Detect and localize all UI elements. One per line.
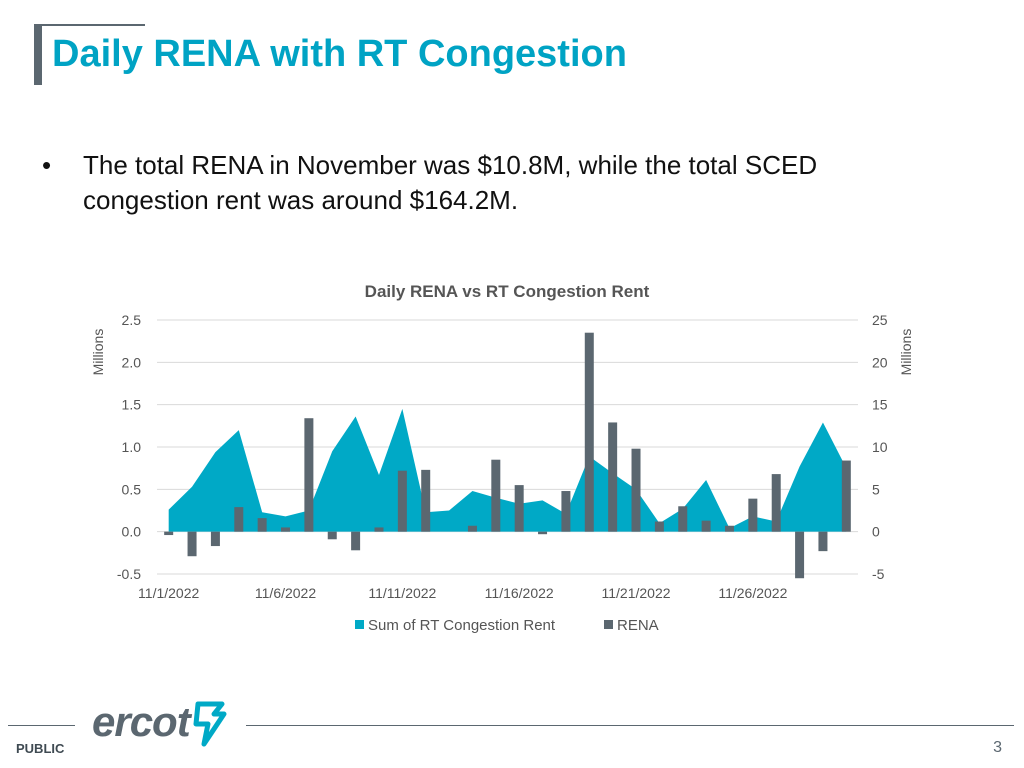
ercot-logo: ercot <box>92 698 232 752</box>
page-number: 3 <box>993 739 1002 756</box>
rena-bar <box>561 491 571 532</box>
axis-labels: 2.5 25 2.0 20 1.5 15 1.0 10 0.5 5 0.0 0 -0.5 -5 11/1/2… <box>117 312 888 601</box>
rena-bar <box>654 521 664 532</box>
left-tick-label: 0.5 <box>122 481 142 497</box>
rena-bar <box>818 531 828 552</box>
rena-bar <box>257 518 267 532</box>
chart-title: Daily RENA vs RT Congestion Rent <box>365 282 650 301</box>
legend: Sum of RT Congestion Rent RENA <box>355 617 659 634</box>
title-accent-left <box>34 24 42 85</box>
rena-congestion-chart: Daily RENA vs RT Congestion Rent Million… <box>90 282 914 634</box>
rena-bar <box>748 498 758 532</box>
legend-label-rena: RENA <box>617 617 659 634</box>
x-tick-label: 11/1/2022 <box>138 585 199 601</box>
rena-bar <box>351 531 361 551</box>
x-tick-label: 11/6/2022 <box>255 585 316 601</box>
bullet-icon: • <box>42 150 52 180</box>
left-tick-label: -0.5 <box>117 566 141 582</box>
right-tick-label: 0 <box>872 524 880 540</box>
right-tick-label: -5 <box>872 566 885 582</box>
rena-bar <box>187 531 197 557</box>
congestion-area <box>168 408 847 532</box>
page-title: Daily RENA with RT Congestion <box>52 33 627 75</box>
logo-text: ercot <box>92 698 191 745</box>
right-tick-label: 25 <box>872 312 888 328</box>
x-tick-label: 11/26/2022 <box>718 585 787 601</box>
x-tick-label: 11/21/2022 <box>602 585 671 601</box>
rena-bar <box>795 531 805 579</box>
legend-label-congestion: Sum of RT Congestion Rent <box>368 617 556 634</box>
rena-bar <box>608 422 618 532</box>
rena-bar <box>281 527 291 532</box>
rena-bar <box>724 525 734 532</box>
rena-bar <box>538 531 548 535</box>
left-tick-label: 0.0 <box>122 524 142 540</box>
rena-bar <box>491 459 501 532</box>
rena-bar <box>234 507 244 532</box>
congestion-area-series <box>168 408 847 532</box>
rena-bar <box>771 474 781 532</box>
right-tick-label: 10 <box>872 439 888 455</box>
rena-bar <box>164 531 174 536</box>
rena-bar <box>841 460 851 532</box>
title-accent-top <box>34 24 145 26</box>
left-axis-label: Millions <box>90 329 106 376</box>
rena-bar-series <box>164 332 851 579</box>
rena-bar <box>304 418 314 532</box>
left-tick-label: 1.0 <box>122 439 142 455</box>
right-tick-label: 20 <box>872 354 888 370</box>
bullet-text: The total RENA in November was $10.8M, w… <box>83 150 818 215</box>
left-tick-label: 1.5 <box>122 397 142 413</box>
grid-lines <box>157 319 858 575</box>
rena-bar <box>327 531 337 540</box>
rena-bar <box>374 527 384 532</box>
rena-bar <box>397 470 407 532</box>
x-tick-label: 11/16/2022 <box>485 585 554 601</box>
right-axis-label: Millions <box>898 329 914 376</box>
footer-divider-right <box>246 725 1014 726</box>
rena-bar <box>421 469 431 532</box>
x-tick-label: 11/11/2022 <box>368 585 436 601</box>
classification-label: PUBLIC <box>16 741 65 756</box>
rena-bar <box>210 531 220 547</box>
footer-divider-left <box>8 725 75 726</box>
left-tick-label: 2.0 <box>122 354 142 370</box>
left-tick-label: 2.5 <box>122 312 142 328</box>
right-tick-label: 5 <box>872 481 880 497</box>
ercot-logo-mark-icon <box>193 701 227 747</box>
rena-bar <box>467 525 477 532</box>
rena-bar <box>514 485 524 532</box>
legend-swatch-congestion <box>355 620 364 629</box>
legend-swatch-rena <box>604 620 613 629</box>
rena-bar <box>584 332 594 532</box>
rena-bar <box>631 448 641 532</box>
right-tick-label: 15 <box>872 397 888 413</box>
rena-bar <box>701 520 711 532</box>
rena-bar <box>678 506 688 532</box>
